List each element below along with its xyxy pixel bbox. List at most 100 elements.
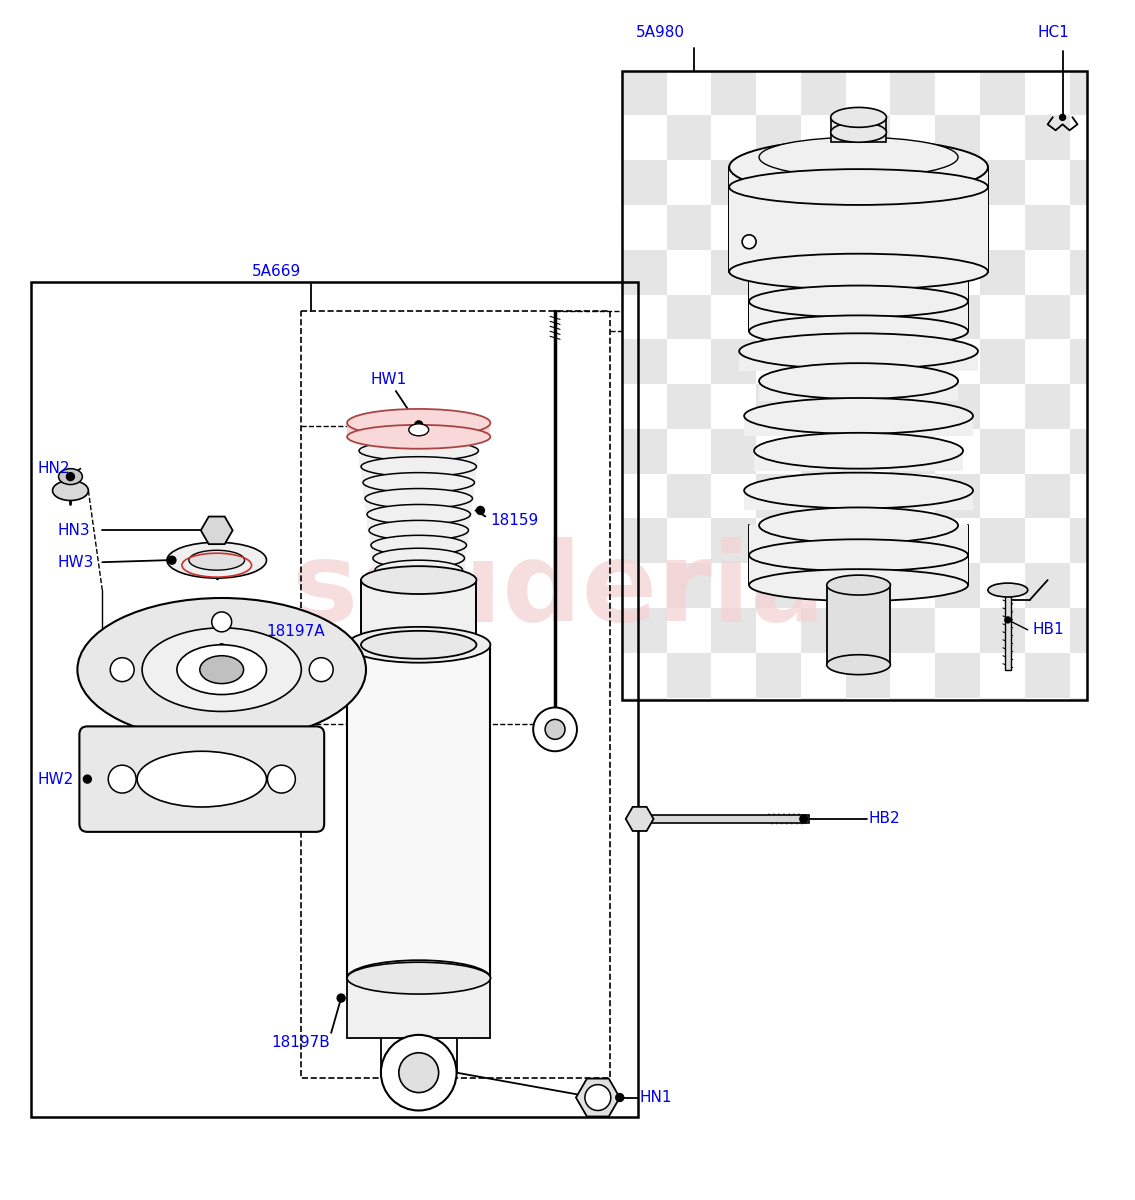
Ellipse shape <box>826 655 891 674</box>
Ellipse shape <box>200 655 244 684</box>
Bar <box>846 294 891 340</box>
Bar <box>373 558 464 574</box>
Circle shape <box>83 775 91 784</box>
Bar <box>935 205 980 250</box>
Bar <box>367 515 471 530</box>
Bar <box>365 498 472 515</box>
Bar <box>369 530 469 546</box>
Bar <box>712 250 756 294</box>
Bar <box>891 428 935 474</box>
Circle shape <box>616 1093 624 1102</box>
Bar <box>622 608 666 653</box>
Ellipse shape <box>359 440 479 461</box>
Bar <box>622 340 666 384</box>
Bar <box>1069 250 1087 294</box>
Bar <box>801 340 846 384</box>
Ellipse shape <box>361 566 477 594</box>
Text: HW3: HW3 <box>58 554 94 570</box>
Bar <box>801 71 846 115</box>
Ellipse shape <box>729 139 987 194</box>
Bar <box>622 518 666 563</box>
Ellipse shape <box>268 766 295 793</box>
Ellipse shape <box>167 542 267 578</box>
Bar <box>666 474 712 518</box>
Ellipse shape <box>59 469 83 485</box>
Bar <box>622 428 666 474</box>
Text: scuderia: scuderia <box>292 536 825 643</box>
Ellipse shape <box>831 108 886 127</box>
Bar <box>756 294 801 340</box>
Bar <box>756 653 801 697</box>
Bar <box>801 697 846 700</box>
Bar <box>712 697 756 700</box>
Ellipse shape <box>759 137 958 178</box>
Bar <box>891 71 935 115</box>
Bar <box>745 491 973 510</box>
Bar <box>739 352 978 371</box>
Ellipse shape <box>369 521 469 540</box>
Bar <box>622 697 666 700</box>
Circle shape <box>1004 617 1011 623</box>
Bar <box>801 160 846 205</box>
Text: 18159: 18159 <box>490 512 539 528</box>
Circle shape <box>745 236 754 247</box>
Bar <box>640 815 809 823</box>
Text: 5A980: 5A980 <box>636 25 684 41</box>
Ellipse shape <box>347 960 490 996</box>
Bar <box>1025 205 1069 250</box>
Bar <box>1025 474 1069 518</box>
Bar <box>347 644 490 978</box>
Polygon shape <box>201 516 233 544</box>
Bar <box>935 563 980 608</box>
Ellipse shape <box>754 433 964 469</box>
Ellipse shape <box>110 658 134 682</box>
Ellipse shape <box>347 409 490 437</box>
Ellipse shape <box>212 612 232 632</box>
Ellipse shape <box>745 398 973 434</box>
Bar <box>712 71 756 115</box>
Bar <box>1069 697 1087 700</box>
Ellipse shape <box>749 569 968 601</box>
Bar <box>1025 294 1069 340</box>
Bar <box>1069 71 1087 115</box>
Bar <box>347 422 490 437</box>
Ellipse shape <box>363 473 474 492</box>
Bar <box>666 563 712 608</box>
Bar <box>361 467 477 482</box>
Bar <box>891 340 935 384</box>
Circle shape <box>1060 114 1066 120</box>
Bar <box>935 115 980 160</box>
Circle shape <box>477 506 485 515</box>
Bar <box>754 451 964 470</box>
Bar <box>801 518 846 563</box>
Text: 5A669: 5A669 <box>252 264 301 280</box>
Bar <box>980 697 1025 700</box>
Bar <box>1004 590 1011 670</box>
Bar <box>756 115 801 160</box>
Bar <box>756 205 801 250</box>
Bar <box>759 382 958 401</box>
Bar <box>801 608 846 653</box>
Text: HN1: HN1 <box>640 1090 672 1105</box>
Bar <box>361 580 477 644</box>
Bar <box>935 294 980 340</box>
Ellipse shape <box>729 253 987 289</box>
Circle shape <box>337 994 345 1002</box>
Bar <box>801 428 846 474</box>
Ellipse shape <box>749 316 968 347</box>
Ellipse shape <box>77 598 365 742</box>
Ellipse shape <box>347 626 490 662</box>
Bar <box>891 518 935 563</box>
Bar <box>1025 653 1069 697</box>
Ellipse shape <box>373 548 464 568</box>
Ellipse shape <box>309 658 334 682</box>
Text: HC1: HC1 <box>1037 25 1069 41</box>
Bar <box>846 384 891 428</box>
Bar <box>759 526 958 545</box>
Bar <box>1025 115 1069 160</box>
Circle shape <box>800 815 808 823</box>
Bar <box>980 428 1025 474</box>
Ellipse shape <box>729 169 987 205</box>
Bar <box>980 250 1025 294</box>
Ellipse shape <box>398 1052 438 1092</box>
